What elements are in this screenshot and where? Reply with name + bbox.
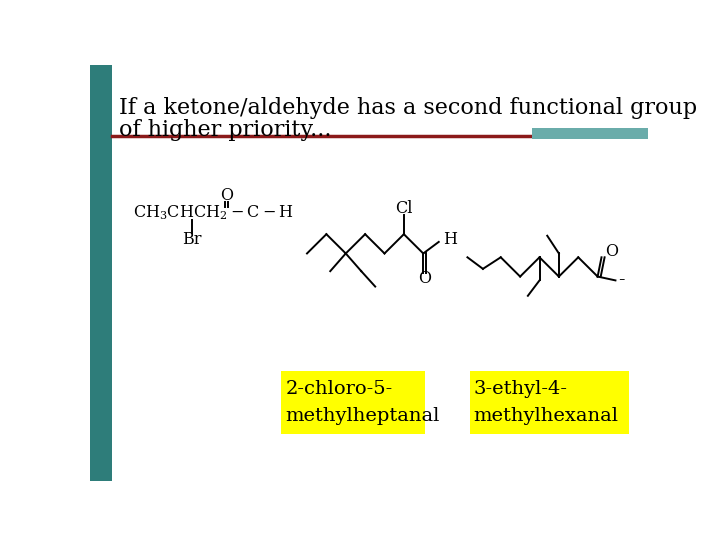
Text: O: O xyxy=(418,269,431,287)
Text: If a ketone/aldehyde has a second functional group: If a ketone/aldehyde has a second functi… xyxy=(120,97,698,119)
Text: O: O xyxy=(606,244,618,260)
Bar xyxy=(90,65,112,481)
Bar xyxy=(532,128,648,139)
Text: Br: Br xyxy=(181,231,202,248)
Text: O: O xyxy=(220,187,233,204)
Bar xyxy=(469,372,629,434)
Bar xyxy=(282,372,425,434)
Text: Cl: Cl xyxy=(395,200,413,217)
Text: of higher priority...: of higher priority... xyxy=(120,119,332,141)
Text: H: H xyxy=(443,231,456,248)
Text: 2-chloro-5-
methylheptanal: 2-chloro-5- methylheptanal xyxy=(285,381,440,425)
Text: 3-ethyl-4-
methylhexanal: 3-ethyl-4- methylhexanal xyxy=(474,381,618,425)
Text: -: - xyxy=(618,272,624,289)
Text: $\mathregular{CH_3CHCH_2-C-H}$: $\mathregular{CH_3CHCH_2-C-H}$ xyxy=(132,203,293,222)
